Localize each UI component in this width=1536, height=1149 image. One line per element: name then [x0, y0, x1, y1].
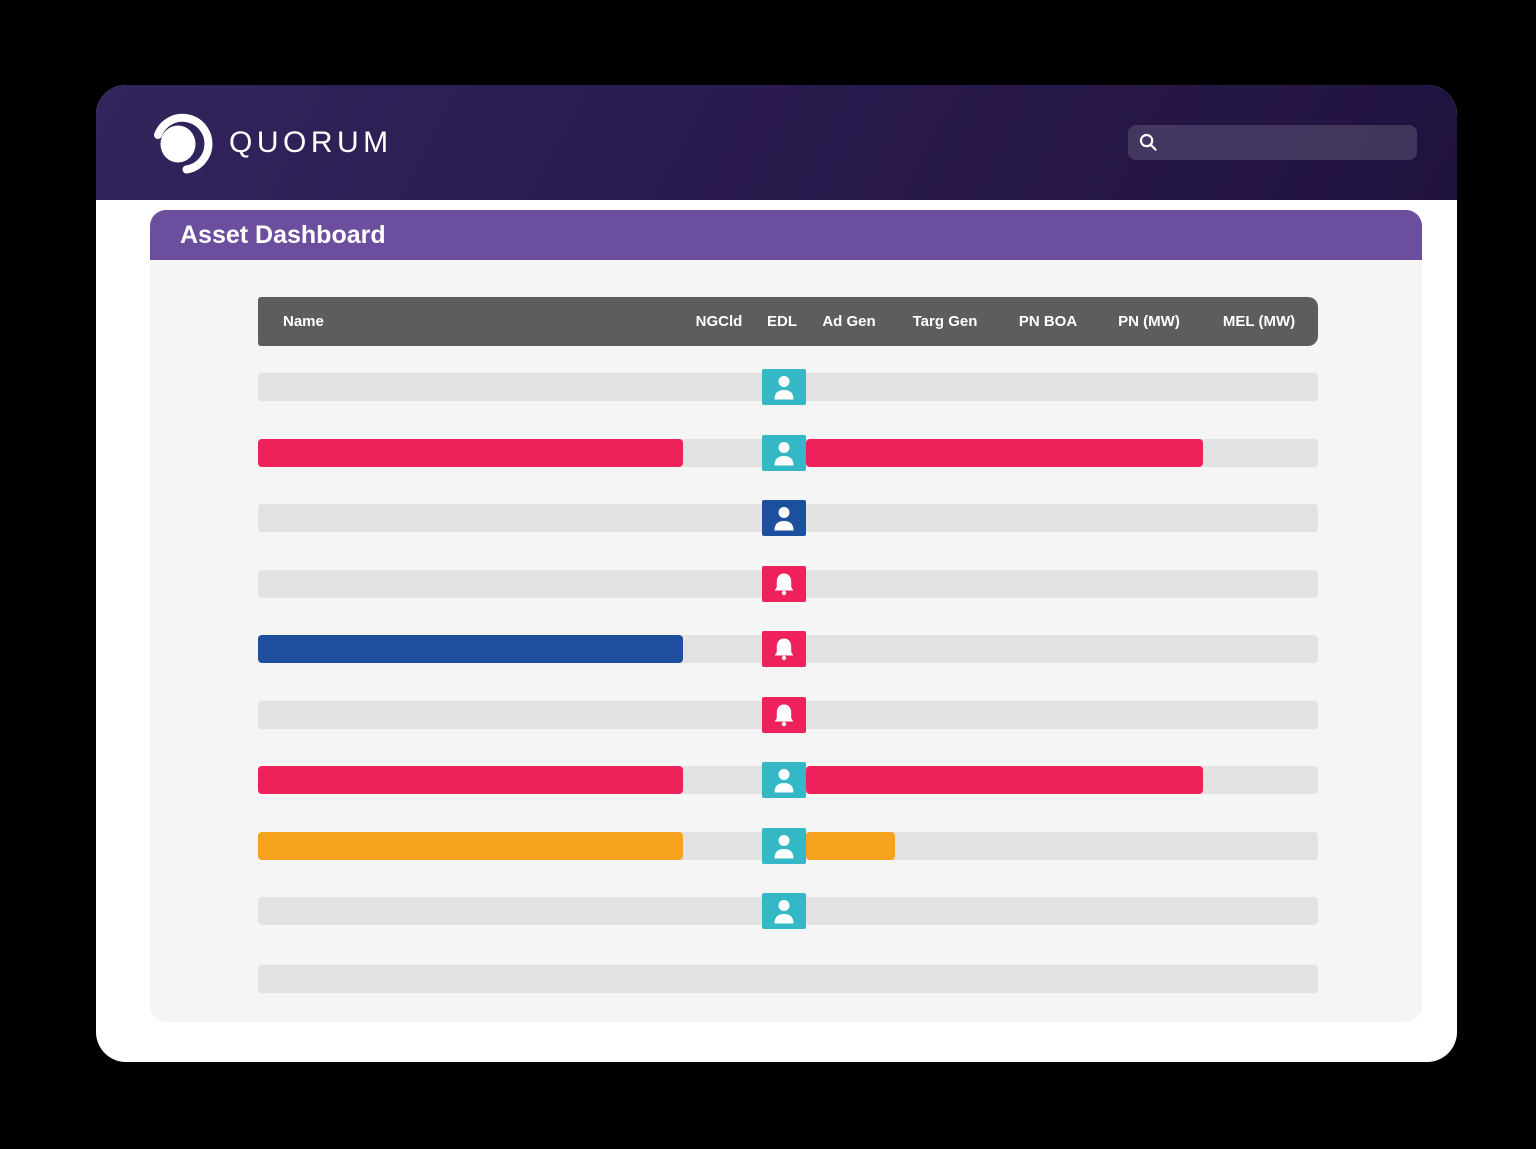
bell-badge[interactable]	[762, 631, 806, 667]
person-badge[interactable]	[762, 369, 806, 405]
brand-logo: QUORUM	[148, 111, 393, 175]
brand-name: QUORUM	[229, 125, 393, 159]
table-row[interactable]	[258, 762, 1318, 798]
value-bar	[258, 635, 683, 663]
person-icon	[762, 762, 806, 798]
app-window: QUORUM Asset Dashboard Name NGCld EDL Ad Ge…	[96, 85, 1457, 1062]
value-bar	[806, 832, 895, 860]
table-row[interactable]	[258, 566, 1318, 602]
dashboard-body: Name NGCld EDL Ad Gen Targ Gen PN BOA PN (MW) M…	[150, 260, 1422, 1022]
person-icon	[762, 369, 806, 405]
person-badge[interactable]	[762, 500, 806, 536]
table-row[interactable]	[258, 697, 1318, 733]
value-bar	[806, 439, 1203, 467]
value-bar	[258, 439, 683, 467]
bell-icon	[762, 631, 806, 667]
bell-icon	[762, 697, 806, 733]
bell-icon	[762, 566, 806, 602]
column-header-name: Name	[283, 313, 324, 330]
column-header-pn-mw: PN (MW)	[1118, 313, 1180, 330]
person-icon	[762, 435, 806, 471]
table-row[interactable]	[258, 893, 1318, 929]
column-header-ad-gen: Ad Gen	[822, 313, 876, 330]
column-header-targ-gen: Targ Gen	[912, 313, 978, 330]
table-row[interactable]	[258, 965, 1318, 993]
column-header-ngcld: NGCld	[695, 313, 743, 330]
top-nav-bar: QUORUM	[96, 85, 1457, 200]
page-title: Asset Dashboard	[150, 210, 1422, 260]
value-bar	[258, 832, 683, 860]
column-header-edl: EDL	[767, 313, 797, 330]
value-bar	[258, 766, 683, 794]
value-bar	[806, 766, 1203, 794]
table-row[interactable]	[258, 435, 1318, 471]
table-row[interactable]	[258, 369, 1318, 405]
person-badge[interactable]	[762, 828, 806, 864]
column-header-mel-mw: MEL (MW)	[1222, 313, 1296, 330]
person-badge[interactable]	[762, 893, 806, 929]
person-badge[interactable]	[762, 762, 806, 798]
person-badge[interactable]	[762, 435, 806, 471]
column-header-pn-boa: PN BOA	[1018, 313, 1078, 330]
person-icon	[762, 828, 806, 864]
table-row[interactable]	[258, 828, 1318, 864]
bell-badge[interactable]	[762, 566, 806, 602]
person-icon	[762, 893, 806, 929]
table-row[interactable]	[258, 631, 1318, 667]
table-header: Name NGCld EDL Ad Gen Targ Gen PN BOA PN (MW) M…	[258, 297, 1318, 346]
table-row[interactable]	[258, 500, 1318, 536]
search-icon	[1138, 132, 1159, 153]
person-icon	[762, 500, 806, 536]
search-box[interactable]	[1128, 125, 1417, 160]
bell-badge[interactable]	[762, 697, 806, 733]
search-input[interactable]	[1165, 134, 1407, 151]
quorum-swirl-icon	[148, 111, 216, 175]
dashboard-panel: Asset Dashboard Name NGCld EDL Ad Gen Targ G…	[150, 210, 1422, 1022]
